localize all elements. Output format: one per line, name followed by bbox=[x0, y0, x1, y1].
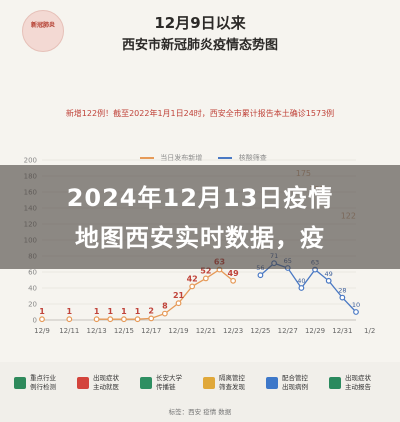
category-4-label: 配合管控 出现病例 bbox=[282, 374, 308, 391]
y-tick-label: 0 bbox=[33, 317, 37, 325]
x-tick-label: 12/13 bbox=[87, 327, 107, 335]
series-0-data-label: 1 bbox=[94, 307, 100, 316]
category-5-icon bbox=[329, 377, 341, 389]
series-0-point bbox=[66, 316, 73, 323]
banner-line-2: 地图西安实时数据，疫 bbox=[75, 224, 325, 252]
x-tick-label: 12/15 bbox=[114, 327, 134, 335]
y-tick-label: 20 bbox=[28, 301, 37, 309]
series-0-point bbox=[189, 283, 196, 290]
headline-banner bbox=[0, 165, 400, 269]
health-logo-icon: 新冠肺炎 bbox=[22, 10, 64, 52]
category-3-icon bbox=[203, 377, 215, 389]
y-tick-label: 40 bbox=[28, 285, 37, 293]
series-0-point bbox=[161, 310, 168, 317]
category-1-label: 出现症状 主动就医 bbox=[93, 374, 119, 391]
series-0-point bbox=[202, 275, 209, 282]
x-tick-label: 1/2 bbox=[364, 327, 375, 335]
series-0-data-label: 21 bbox=[173, 291, 185, 300]
series-1-point bbox=[257, 272, 264, 279]
series-1-data-label: 49 bbox=[325, 270, 333, 278]
x-tick-label: 12/23 bbox=[223, 327, 243, 335]
category-4-icon bbox=[266, 377, 278, 389]
legend-item-new: 当日发布新增 bbox=[140, 153, 202, 163]
series-0-point bbox=[134, 316, 141, 323]
chart-legend: 当日发布新增 核酸筛查 bbox=[140, 153, 281, 163]
series-0-point bbox=[148, 315, 155, 322]
series-0-data-label: 8 bbox=[162, 302, 168, 311]
category-3-label: 隔离管控 筛查发现 bbox=[219, 374, 245, 391]
series-1-data-label: 40 bbox=[297, 277, 305, 285]
series-0-data-label: 42 bbox=[187, 274, 198, 283]
legend-item-screening: 核酸筛查 bbox=[218, 153, 267, 163]
y-tick-label: 200 bbox=[24, 157, 37, 165]
x-tick-label: 12/29 bbox=[305, 327, 325, 335]
series-0-data-label: 2 bbox=[148, 306, 154, 315]
series-0-data-label: 1 bbox=[107, 307, 113, 316]
notice-text: 新增122例！截至2022年1月1日24时，西安全市累计报告本土确诊1573例 bbox=[65, 109, 335, 118]
category-2-label: 长安大学 传播链 bbox=[156, 374, 182, 391]
series-0-data-label: 1 bbox=[39, 307, 45, 316]
x-tick-label: 12/9 bbox=[34, 327, 50, 335]
x-tick-label: 12/31 bbox=[332, 327, 352, 335]
y-tick-label: 60 bbox=[28, 269, 37, 277]
banner-line-1: 2024年12月13日疫情 bbox=[66, 184, 334, 212]
series-1-data-label: 28 bbox=[338, 287, 346, 295]
series-0-point bbox=[121, 316, 127, 323]
series-0-point bbox=[107, 316, 114, 323]
category-5-label: 出现症状 主动报告 bbox=[345, 374, 371, 391]
series-0-data-label: 49 bbox=[228, 269, 240, 278]
x-tick-label: 12/21 bbox=[196, 327, 216, 335]
category-legend: 重点行业 例行检测 出现症状 主动就医 长安大学 传播链 隔离管控 筛查发现 配合管控出… bbox=[0, 362, 400, 422]
series-1-point bbox=[353, 309, 359, 315]
page-subtitle: 西安市新冠肺炎疫情态势图 bbox=[121, 38, 278, 53]
x-tick-label: 12/27 bbox=[278, 327, 298, 335]
series-0-data-label: 52 bbox=[200, 266, 211, 275]
series-0-data-label: 1 bbox=[135, 307, 141, 316]
series-0-point bbox=[93, 316, 100, 323]
page-title: 12月9日以来 bbox=[154, 14, 246, 32]
series-0-point bbox=[39, 316, 45, 323]
series-1-point bbox=[298, 285, 305, 291]
series-0-data-label: 1 bbox=[121, 307, 127, 316]
series-0-data-label: 1 bbox=[67, 307, 73, 316]
category-0-label: 重点行业 例行检测 bbox=[30, 374, 56, 391]
series-0-point bbox=[230, 277, 237, 284]
category-1-icon bbox=[77, 377, 89, 389]
legend-label-new: 当日发布新增 bbox=[160, 154, 203, 162]
series-1-data-label: 10 bbox=[352, 301, 360, 309]
x-tick-label: 12/25 bbox=[250, 327, 270, 335]
legend-label-screening: 核酸筛查 bbox=[238, 154, 267, 162]
series-1-point bbox=[339, 294, 346, 301]
x-tick-label: 12/17 bbox=[141, 327, 161, 335]
category-2-icon bbox=[140, 377, 152, 389]
legend-swatch-screening bbox=[218, 157, 233, 159]
x-tick-label: 12/11 bbox=[59, 327, 79, 335]
legend-swatch-new bbox=[140, 157, 154, 159]
x-tick-label: 12/19 bbox=[168, 327, 188, 335]
series-0-point bbox=[175, 300, 182, 307]
bottom-caption: 标签：西安 疫情 数据 bbox=[168, 408, 232, 416]
category-0-icon bbox=[14, 377, 26, 389]
series-1-point bbox=[325, 277, 332, 284]
logo-text: 新冠肺炎 bbox=[30, 22, 55, 29]
